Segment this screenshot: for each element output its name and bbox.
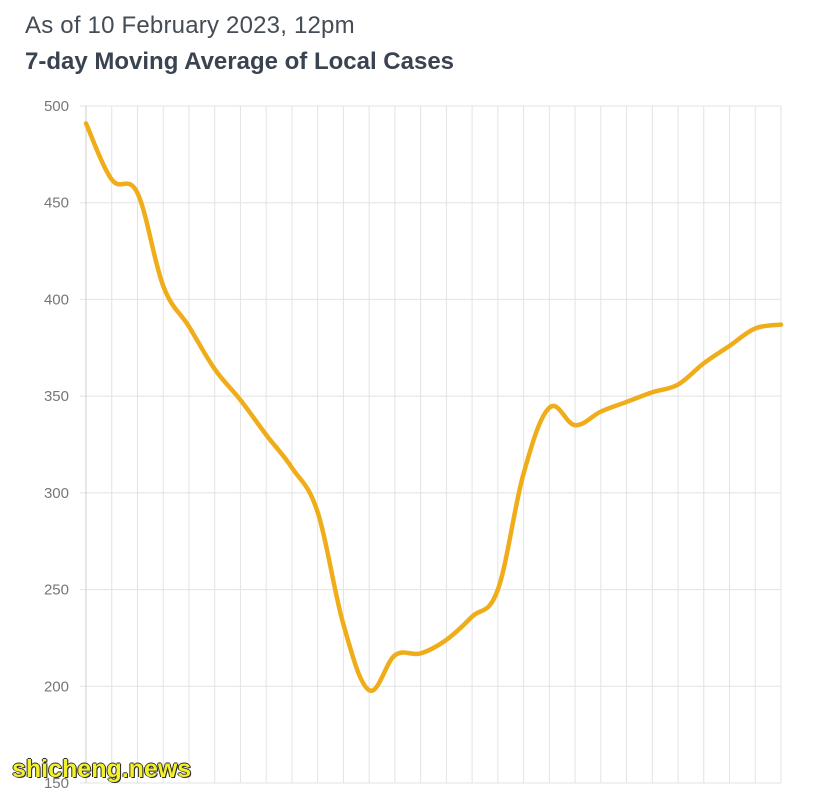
y-tick-label: 250 <box>44 582 69 599</box>
y-tick-label: 150 <box>44 775 69 789</box>
series-line <box>83 121 784 693</box>
y-tick-label: 300 <box>44 485 69 502</box>
y-tick-label: 450 <box>44 195 69 212</box>
y-tick-label: 500 <box>44 98 69 115</box>
watermark-text: shicheng.news <box>12 755 192 783</box>
y-tick-label: 200 <box>44 678 69 695</box>
chart-title: 7-day Moving Average of Local Cases <box>25 48 455 75</box>
chart-subtitle: As of 10 February 2023, 12pm <box>25 12 355 39</box>
y-tick-label: 350 <box>44 388 69 405</box>
y-tick-label: 400 <box>44 291 69 308</box>
